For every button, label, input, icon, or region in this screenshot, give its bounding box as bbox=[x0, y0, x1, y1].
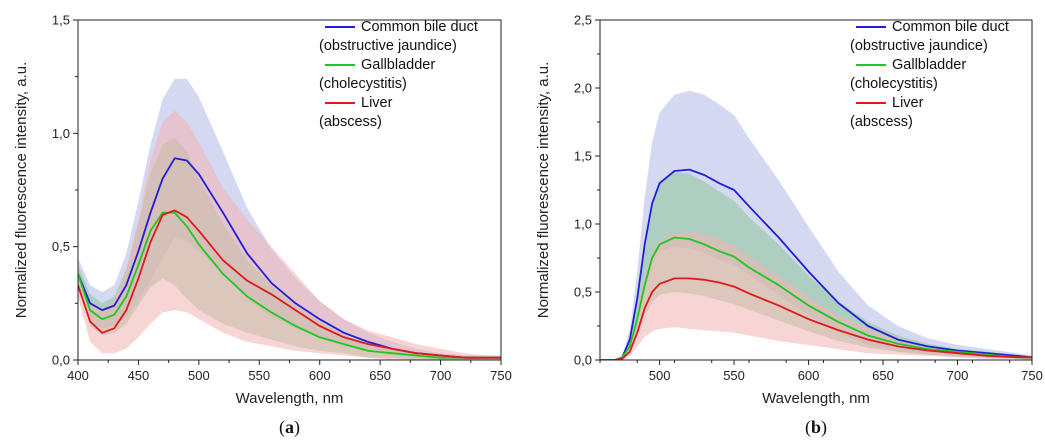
legend-label: Common bile duct bbox=[892, 19, 1009, 35]
legend-label: Gallbladder bbox=[361, 57, 435, 73]
x-tick-label: 500 bbox=[188, 368, 210, 383]
y-axis-title: Normalized fluorescence intensity, a.u. bbox=[535, 62, 552, 319]
series-1-band bbox=[600, 172, 1032, 360]
x-axis-title: Wavelength, nm bbox=[236, 390, 344, 407]
x-tick-label: 500 bbox=[649, 368, 671, 383]
series-2-line bbox=[600, 277, 1032, 360]
panel-label: (a) bbox=[279, 417, 300, 438]
legend-label: (obstructive jaundice) bbox=[319, 38, 457, 54]
legend: Common bile duct (obstructive jaundice) Ga… bbox=[319, 19, 478, 130]
y-tick-label: 1,5 bbox=[574, 149, 592, 164]
y-axis-title: Normalized fluorescence intensity, a.u. bbox=[13, 62, 30, 319]
plot-area bbox=[600, 90, 1032, 360]
y-tick-label: 0,0 bbox=[574, 353, 592, 368]
x-tick-label: 400 bbox=[67, 368, 89, 383]
x-tick-label: 700 bbox=[947, 368, 969, 383]
x-tick-label: 750 bbox=[1021, 368, 1043, 383]
series-2-band bbox=[600, 232, 1032, 360]
chart-panel-a: 400 450 500 550 600 650 700 750 0,0 0,5 1,0 1,5 Wave… bbox=[13, 13, 512, 439]
x-tick-label: 650 bbox=[872, 368, 894, 383]
y-tick-label: 1,0 bbox=[574, 217, 592, 232]
legend-label: Liver bbox=[892, 95, 924, 111]
y-tick-label: 2,5 bbox=[574, 13, 592, 28]
legend-label: Liver bbox=[361, 95, 393, 111]
plot-area bbox=[78, 78, 501, 360]
chart-panel-b: 500 550 600 650 700 750 0,0 0,5 1,0 1,5 2,0 2,5 Wave… bbox=[535, 13, 1043, 439]
y-tick-label: 0,5 bbox=[574, 285, 592, 300]
x-tick-label: 550 bbox=[248, 368, 270, 383]
x-tick-label: 550 bbox=[723, 368, 745, 383]
legend-label: (cholecystitis) bbox=[850, 76, 938, 92]
legend-entry-2: Liver (abscess) bbox=[850, 95, 924, 130]
legend: Common bile duct (obstructive jaundice) Ga… bbox=[850, 19, 1009, 130]
series-2-band bbox=[78, 110, 501, 360]
y-tick-label: 1,0 bbox=[52, 126, 70, 141]
legend-entry-2: Liver (abscess) bbox=[319, 95, 393, 130]
series-0-band bbox=[600, 90, 1032, 360]
x-tick-label: 700 bbox=[430, 368, 452, 383]
series-2-line bbox=[78, 209, 501, 359]
legend-entry-1: Gallbladder (cholecystitis) bbox=[850, 57, 966, 92]
series-0-line bbox=[600, 168, 1032, 360]
y-tick-label: 0,0 bbox=[52, 353, 70, 368]
legend-label: (abscess) bbox=[319, 114, 382, 130]
x-tick-label: 600 bbox=[798, 368, 820, 383]
series-1-line bbox=[78, 211, 501, 359]
legend-label: Gallbladder bbox=[892, 57, 966, 73]
y-tick-label: 0,5 bbox=[52, 239, 70, 254]
x-axis-title: Wavelength, nm bbox=[762, 390, 870, 407]
x-tick-label: 650 bbox=[369, 368, 391, 383]
series-1-line bbox=[600, 236, 1032, 360]
y-tick-label: 1,5 bbox=[52, 13, 70, 28]
x-tick-label: 600 bbox=[309, 368, 331, 383]
x-tick-label: 750 bbox=[490, 368, 512, 383]
y-tick-label: 2,0 bbox=[574, 81, 592, 96]
panel-label: (b) bbox=[805, 417, 827, 438]
legend-label: (cholecystitis) bbox=[319, 76, 407, 92]
legend-entry-0: Common bile duct (obstructive jaundice) bbox=[850, 19, 1009, 54]
legend-entry-0: Common bile duct (obstructive jaundice) bbox=[319, 19, 478, 54]
legend-entry-1: Gallbladder (cholecystitis) bbox=[319, 57, 435, 92]
legend-label: (obstructive jaundice) bbox=[850, 38, 988, 54]
legend-label: (abscess) bbox=[850, 114, 913, 130]
legend-label: Common bile duct bbox=[361, 19, 478, 35]
x-tick-label: 450 bbox=[128, 368, 150, 383]
